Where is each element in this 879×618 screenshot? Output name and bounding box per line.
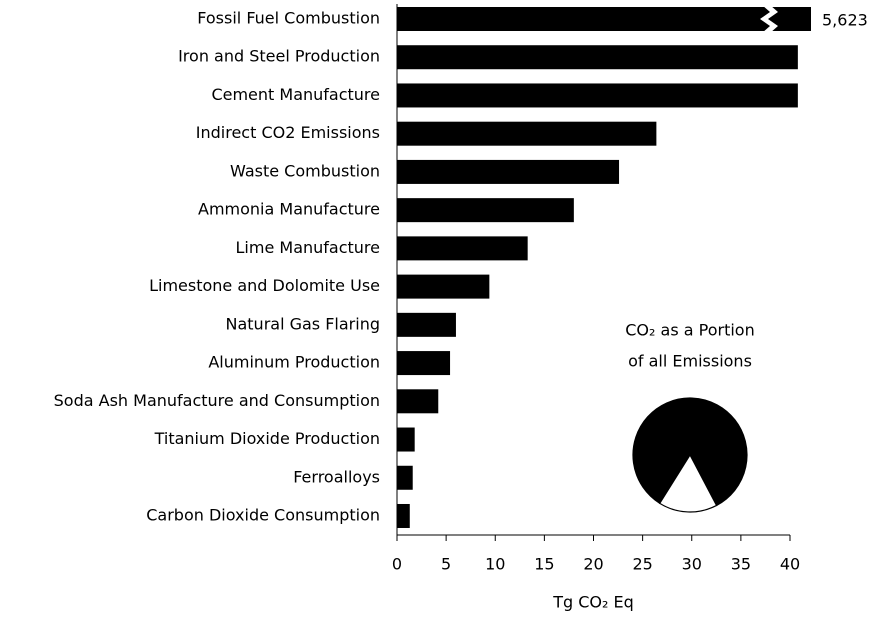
pie-title: of all Emissions <box>628 352 752 371</box>
bar <box>397 389 439 414</box>
value-label: 5,623 <box>822 11 868 30</box>
bar <box>397 45 798 70</box>
category-label: Indirect CO2 Emissions <box>196 123 380 142</box>
category-label: Carbon Dioxide Consumption <box>146 505 380 524</box>
bar <box>397 236 528 261</box>
bar <box>397 274 490 299</box>
bar <box>397 7 811 31</box>
category-label: Aluminum Production <box>208 353 380 372</box>
x-tick-label: 30 <box>682 555 702 574</box>
x-tick-label: 40 <box>780 555 800 574</box>
category-label: Waste Combustion <box>230 161 380 180</box>
bar <box>397 83 798 108</box>
x-tick-label: 20 <box>583 555 603 574</box>
category-label: Soda Ash Manufacture and Consumption <box>54 391 380 410</box>
pie-slice <box>632 397 748 507</box>
category-label: Ferroalloys <box>293 467 380 486</box>
x-tick-label: 35 <box>731 555 751 574</box>
bar <box>397 351 451 376</box>
category-label: Fossil Fuel Combustion <box>197 9 380 28</box>
x-tick-label: 25 <box>632 555 652 574</box>
x-tick-label: 0 <box>392 555 402 574</box>
bar <box>397 427 415 452</box>
x-axis-title: Tg CO₂ Eq <box>552 593 634 612</box>
bar <box>397 198 574 223</box>
category-label: Cement Manufacture <box>211 85 380 104</box>
x-tick-label: 10 <box>485 555 505 574</box>
axis-break <box>760 5 778 33</box>
bar <box>397 503 410 528</box>
category-label: Iron and Steel Production <box>178 47 380 66</box>
category-label: Limestone and Dolomite Use <box>149 276 380 295</box>
bar <box>397 159 620 184</box>
x-tick-label: 5 <box>441 555 451 574</box>
x-tick-label: 15 <box>534 555 554 574</box>
bar <box>397 121 657 146</box>
pie-slice <box>658 453 718 513</box>
bar <box>397 312 456 337</box>
pie-label: 83.4% <box>669 376 710 391</box>
bar <box>397 465 413 490</box>
category-label: Titanium Dioxide Production <box>154 429 380 448</box>
category-label: Natural Gas Flaring <box>226 314 381 333</box>
category-label: Lime Manufacture <box>236 238 380 257</box>
pie-title: CO₂ as a Portion <box>625 321 754 340</box>
category-label: Ammonia Manufacture <box>198 200 380 219</box>
